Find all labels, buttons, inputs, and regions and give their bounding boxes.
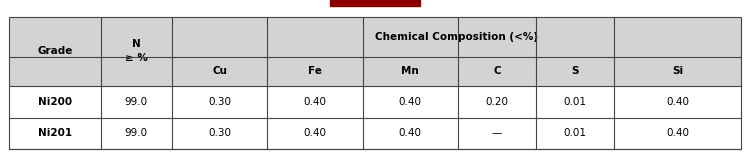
Text: Cu: Cu xyxy=(212,66,227,76)
Text: 0.30: 0.30 xyxy=(209,97,231,107)
Text: 0.01: 0.01 xyxy=(564,97,586,107)
Bar xyxy=(9,17,741,57)
Bar xyxy=(9,118,741,149)
Text: Grade: Grade xyxy=(37,46,73,56)
Bar xyxy=(330,0,420,6)
Text: 0.40: 0.40 xyxy=(399,128,422,138)
Text: Chemical Composition (<%): Chemical Composition (<%) xyxy=(375,32,538,42)
Bar xyxy=(9,57,741,86)
Text: C: C xyxy=(493,66,501,76)
Text: N
≥ %: N ≥ % xyxy=(125,39,148,63)
Text: 99.0: 99.0 xyxy=(124,128,148,138)
Text: 0.40: 0.40 xyxy=(399,97,422,107)
Text: 0.40: 0.40 xyxy=(666,97,689,107)
Bar xyxy=(9,17,741,149)
Text: Ni201: Ni201 xyxy=(38,128,72,138)
Text: 0.20: 0.20 xyxy=(485,97,508,107)
Text: 0.40: 0.40 xyxy=(304,97,326,107)
Text: 0.30: 0.30 xyxy=(209,128,231,138)
Bar xyxy=(9,86,741,118)
Text: 0.40: 0.40 xyxy=(666,128,689,138)
Text: Si: Si xyxy=(672,66,683,76)
Text: —: — xyxy=(492,128,502,138)
Text: Mn: Mn xyxy=(401,66,419,76)
Text: 0.01: 0.01 xyxy=(564,128,586,138)
Text: 99.0: 99.0 xyxy=(124,97,148,107)
Text: Fe: Fe xyxy=(308,66,322,76)
Text: 0.40: 0.40 xyxy=(304,128,326,138)
Text: Ni200: Ni200 xyxy=(38,97,72,107)
Text: S: S xyxy=(572,66,579,76)
